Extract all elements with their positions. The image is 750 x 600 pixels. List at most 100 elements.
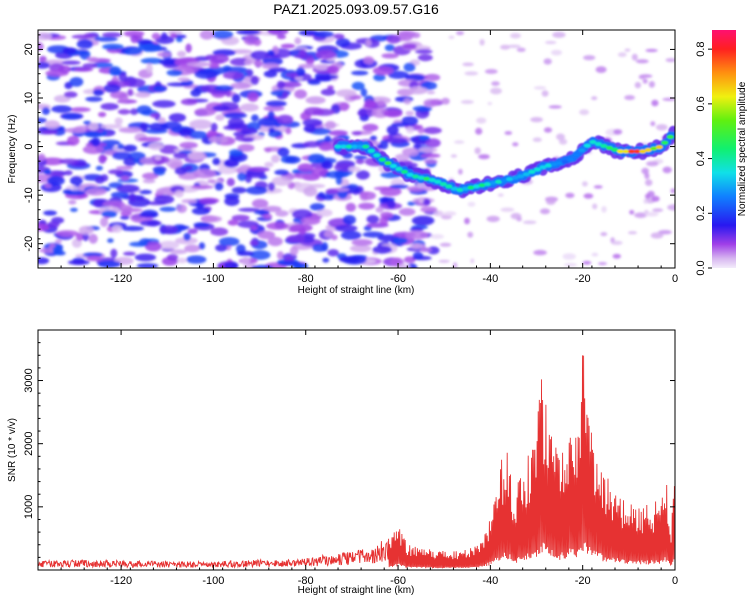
noise-blob — [497, 193, 504, 197]
noise-blob — [73, 67, 94, 72]
noise-blob — [227, 122, 249, 130]
noise-blob — [320, 88, 336, 96]
noise-blob — [138, 137, 162, 142]
noise-blob — [670, 188, 675, 194]
noise-blob — [208, 63, 220, 69]
x-tick-label: 0 — [672, 273, 678, 285]
noise-blob — [411, 215, 435, 226]
noise-blob — [140, 57, 164, 64]
noise-blob — [289, 223, 313, 232]
noise-blob — [207, 179, 216, 184]
signal-core — [373, 153, 381, 158]
noise-blob — [460, 100, 474, 104]
noise-blob — [107, 238, 114, 243]
noise-blob — [120, 176, 130, 181]
noise-blob — [307, 153, 326, 164]
noise-blob — [417, 54, 433, 62]
noise-blob — [373, 73, 386, 82]
colorbar-tick-label: 0.4 — [695, 151, 707, 166]
noise-blob — [210, 227, 229, 236]
noise-blob — [342, 215, 356, 225]
noise-blob — [271, 176, 292, 186]
signal-core — [622, 149, 630, 154]
noise-blob — [38, 257, 50, 265]
noise-blob — [267, 30, 289, 36]
noise-blob — [285, 127, 292, 135]
noise-blob — [187, 152, 206, 161]
noise-blob — [39, 248, 55, 254]
noise-blob — [315, 74, 339, 80]
noise-blob — [127, 88, 134, 96]
signal-core — [511, 175, 519, 180]
noise-blob — [650, 232, 664, 239]
noise-blob — [321, 195, 335, 201]
signal-core — [345, 144, 353, 149]
snr-y-ticks: 1000 2000 3000 — [23, 342, 675, 558]
noise-blob — [303, 107, 324, 116]
signal-core — [589, 140, 597, 144]
x-tick-label: -40 — [482, 575, 498, 587]
noise-blob — [123, 30, 145, 37]
noise-blob — [399, 32, 414, 42]
noise-blob — [212, 49, 236, 56]
noise-blob — [353, 155, 368, 160]
noise-blob — [47, 221, 60, 228]
noise-blob — [591, 96, 598, 101]
noise-blob — [384, 137, 408, 144]
noise-blob — [438, 259, 450, 263]
noise-blob — [583, 193, 594, 199]
noise-blob — [199, 199, 217, 205]
noise-blob — [44, 120, 60, 130]
noise-blob — [274, 169, 289, 176]
signal-core — [473, 184, 480, 189]
snr-x-ticks: -120 -100 -80 -60 -40 -20 0 — [37, 330, 678, 587]
noise-blob — [409, 227, 424, 232]
signal-core — [378, 157, 386, 162]
noise-blob — [349, 244, 372, 253]
noise-blob — [159, 225, 178, 235]
noise-blob — [379, 139, 389, 150]
noise-blob — [389, 184, 409, 189]
signal-core — [539, 165, 547, 170]
noise-blob — [358, 202, 375, 210]
noise-blob — [479, 39, 485, 46]
noise-blob — [356, 170, 370, 180]
noise-blob — [108, 169, 124, 175]
noise-blob — [199, 30, 214, 40]
noise-blob — [351, 81, 365, 91]
y-tick-label: -10 — [23, 187, 35, 203]
noise-blob — [179, 141, 198, 149]
noise-blob — [237, 172, 247, 182]
noise-blob — [486, 215, 500, 223]
noise-blob — [595, 66, 607, 73]
noise-blob — [110, 248, 118, 258]
noise-blob — [324, 230, 334, 238]
noise-blob — [94, 176, 105, 184]
noise-blob — [326, 65, 340, 74]
noise-blob — [316, 209, 333, 217]
x-tick-label: -100 — [202, 273, 224, 285]
noise-blob — [140, 220, 162, 227]
noise-blob — [644, 211, 659, 217]
signal-core — [489, 180, 497, 185]
noise-blob — [142, 178, 156, 184]
noise-blob — [562, 253, 576, 260]
noise-blob — [277, 260, 301, 266]
x-tick-label: 0 — [672, 575, 678, 587]
noise-blob — [644, 172, 650, 179]
signal-core — [517, 174, 525, 179]
noise-blob — [82, 145, 104, 155]
noise-blob — [43, 210, 57, 216]
noise-blob — [366, 215, 380, 224]
spectrogram-y-ticks: -20 -10 0 10 20 — [23, 34, 675, 269]
signal-core — [628, 149, 636, 154]
noise-blob — [215, 114, 225, 121]
noise-blob — [464, 217, 470, 225]
noise-blob — [662, 97, 675, 101]
noise-blob — [467, 201, 476, 207]
noise-blob — [223, 112, 248, 119]
noise-blob — [643, 198, 648, 204]
noise-blob — [111, 225, 123, 233]
noise-blob — [600, 232, 608, 237]
noise-blob — [386, 125, 399, 135]
